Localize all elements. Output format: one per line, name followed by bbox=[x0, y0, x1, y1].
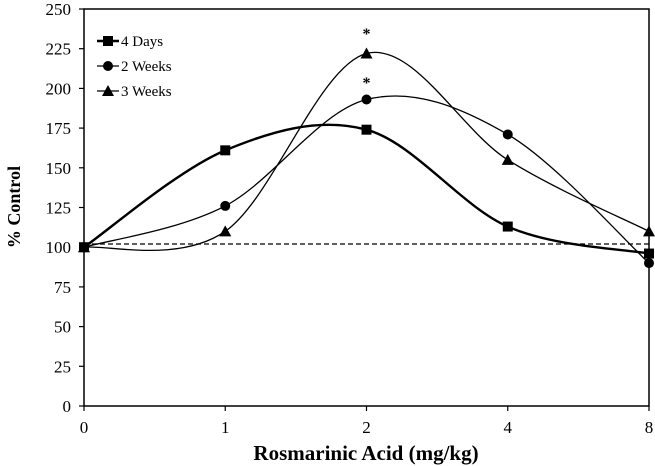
y-tick-label: 75 bbox=[54, 278, 71, 297]
x-tick-label: 8 bbox=[645, 418, 654, 437]
y-tick-label: 100 bbox=[46, 238, 72, 257]
x-tick-label: 2 bbox=[362, 418, 371, 437]
data-point bbox=[361, 94, 372, 105]
legend-item-4-days: 4 Days bbox=[97, 34, 163, 50]
data-point bbox=[501, 153, 514, 165]
y-tick-label: 50 bbox=[54, 318, 71, 337]
y-tick-label: 175 bbox=[46, 119, 72, 138]
y-tick-label: 250 bbox=[46, 0, 72, 19]
x-axis-title: Rosmarinic Acid (mg/kg) bbox=[253, 441, 478, 465]
y-axis-ticks: 0 25 50 75 100 125 150 175 200 225 250 bbox=[46, 0, 84, 416]
data-point bbox=[220, 145, 231, 156]
y-tick-label: 200 bbox=[46, 79, 72, 98]
series-layer bbox=[78, 47, 655, 269]
legend-label: 2 Weeks bbox=[121, 59, 172, 75]
legend-label: 4 Days bbox=[121, 34, 163, 50]
data-point bbox=[361, 124, 372, 135]
data-point bbox=[360, 47, 373, 59]
y-tick-label: 25 bbox=[54, 357, 71, 376]
annotation-layer: ** bbox=[363, 26, 371, 92]
legend-marker bbox=[103, 36, 113, 46]
data-point bbox=[644, 248, 654, 259]
data-point bbox=[502, 129, 513, 140]
data-point bbox=[220, 200, 231, 211]
legend-label: 3 Weeks bbox=[121, 84, 172, 100]
series-4-days bbox=[79, 123, 654, 259]
x-tick-label: 1 bbox=[221, 418, 230, 437]
x-tick-label: 0 bbox=[80, 418, 89, 437]
y-tick-label: 0 bbox=[63, 397, 72, 416]
data-point bbox=[643, 225, 655, 237]
significance-asterisk: * bbox=[363, 26, 371, 43]
legend-marker bbox=[103, 61, 113, 71]
y-tick-label: 125 bbox=[46, 199, 72, 218]
x-axis-ticks: 0 1 2 4 8 bbox=[80, 406, 654, 437]
x-tick-label: 4 bbox=[504, 418, 513, 437]
legend-marker bbox=[102, 85, 114, 96]
legend-item-2-weeks: 2 Weeks bbox=[97, 59, 172, 75]
y-tick-label: 150 bbox=[46, 159, 72, 178]
legend-item-3-weeks: 3 Weeks bbox=[97, 84, 172, 100]
y-tick-label: 225 bbox=[46, 40, 72, 59]
data-point bbox=[502, 221, 513, 232]
series-line-2-weeks bbox=[83, 95, 650, 264]
data-point bbox=[644, 258, 654, 269]
data-point bbox=[219, 225, 232, 237]
legend: 4 Days 2 Weeks 3 Weeks bbox=[97, 34, 172, 100]
y-axis-title: % Control bbox=[4, 166, 24, 248]
series-line-4-days bbox=[83, 123, 650, 255]
significance-asterisk: * bbox=[363, 75, 371, 92]
